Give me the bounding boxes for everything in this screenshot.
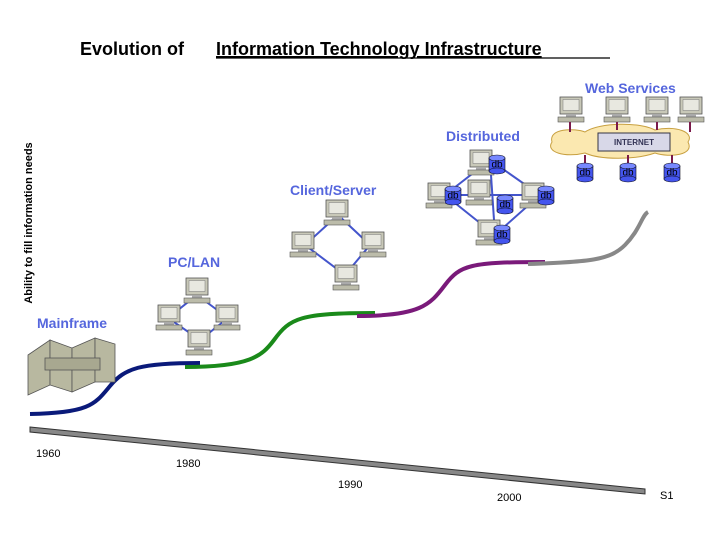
year-label: 1990 (338, 479, 362, 491)
curve-mainframe (29, 361, 201, 416)
curve-distributed (356, 260, 546, 318)
db-label: db (491, 160, 503, 171)
title-prefix: Evolution of (80, 39, 185, 59)
db-label: db (447, 191, 459, 202)
y-axis-label: Ability to fill information needs (23, 142, 35, 303)
stage-label: Mainframe (37, 315, 107, 331)
timeline-bar (29, 426, 646, 495)
curve-client-server (184, 311, 376, 369)
stage-label: PC/LAN (168, 254, 220, 270)
db-label: db (666, 168, 678, 179)
curve-web (527, 210, 650, 266)
db-label: db (579, 168, 591, 179)
pc-lan-icon (155, 277, 241, 356)
client-server-icon (289, 199, 387, 291)
mainframe-icon (27, 337, 116, 396)
db-label: db (499, 200, 511, 211)
stage-label: Web Services (585, 80, 676, 96)
year-label: 1960 (36, 448, 60, 460)
db-label: db (622, 168, 634, 179)
db-label: db (496, 230, 508, 241)
title-emphasis: Information Technology Infrastructure (216, 39, 542, 59)
year-label: 1980 (176, 458, 200, 470)
year-label: 2000 (497, 492, 521, 504)
distributed-icon (425, 149, 555, 246)
stage-label: Client/Server (290, 182, 377, 198)
web-services-icon (550, 96, 705, 183)
db-label: db (540, 191, 552, 202)
network-label: INTERNET (614, 138, 654, 147)
timeline-end-label: S1 (660, 490, 673, 502)
stage-label: Distributed (446, 128, 520, 144)
